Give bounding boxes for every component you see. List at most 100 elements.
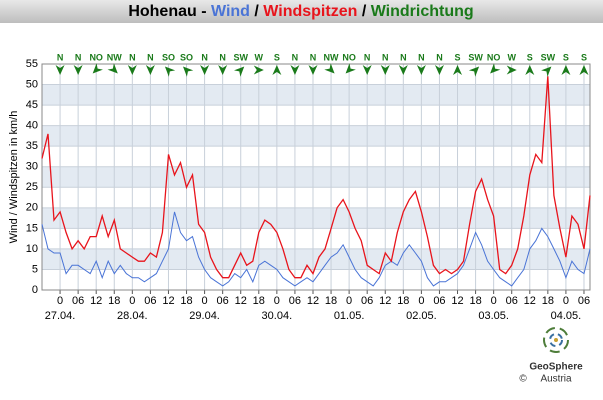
wind-direction-arrow	[398, 65, 408, 75]
x-tick-label: 06	[72, 295, 84, 307]
wind-direction-label: W	[507, 52, 516, 62]
y-tick-label: 25	[26, 181, 38, 193]
wind-direction-arrow	[506, 65, 517, 75]
logo: GeoSphere Austria ©	[519, 327, 583, 385]
logo-name: GeoSphere	[529, 362, 583, 373]
wind-direction-arrow	[290, 65, 300, 75]
x-tick-label: 0	[129, 295, 135, 307]
x-date-label: 28.04.	[117, 310, 148, 322]
wind-direction-arrow	[55, 65, 65, 75]
wind-direction-arrow	[182, 66, 194, 77]
x-tick-label: 18	[108, 295, 120, 307]
x-tick-label: 18	[253, 295, 265, 307]
x-tick-label: 0	[274, 295, 280, 307]
wind-direction-label: NO	[487, 52, 501, 62]
x-tick-label: 12	[451, 295, 463, 307]
x-tick-label: 0	[202, 295, 208, 307]
x-tick-label: 06	[144, 295, 156, 307]
wind-direction-arrow	[362, 65, 372, 75]
wind-direction-arrow	[73, 65, 83, 75]
wind-direction-arrow	[541, 66, 552, 77]
x-tick-label: 0	[491, 295, 497, 307]
wind-direction-label: W	[255, 52, 264, 62]
grid-band	[42, 207, 590, 229]
x-tick-label: 06	[289, 295, 301, 307]
x-tick-label: 12	[524, 295, 536, 307]
x-tick-label: 18	[180, 295, 192, 307]
wind-direction-label: S	[274, 52, 280, 62]
x-tick-label: 12	[162, 295, 174, 307]
x-tick-label: 18	[542, 295, 554, 307]
wind-direction-arrow	[218, 65, 228, 75]
wind-direction-label: SO	[162, 52, 175, 62]
wind-direction-arrow	[308, 65, 318, 75]
plot: 0 5 10 15 20 25 30 35 40 45 50 55 0 06 12 18 0 06 12 18 0 06 1…	[26, 52, 591, 322]
grid-band	[42, 269, 590, 290]
x-date-label: 30.04.	[262, 310, 293, 322]
y-tick-label: 15	[26, 222, 38, 234]
y-tick-label: 30	[26, 161, 38, 173]
wind-direction-arrow	[434, 65, 444, 75]
x-tick-label: 06	[361, 295, 373, 307]
copyright: ©	[519, 374, 527, 385]
title-text: Hohenau	[128, 3, 196, 20]
wind-direction-label: N	[436, 52, 443, 62]
wind-direction-label: N	[382, 52, 389, 62]
title-sep: /	[357, 3, 370, 20]
wind-direction-arrow	[145, 65, 155, 75]
wind-direction-label: N	[57, 52, 64, 62]
legend-entry: Windspitzen	[263, 3, 357, 20]
logo-icon	[549, 333, 563, 347]
wind-direction-label: N	[201, 52, 208, 62]
x-date-label: 04.05.	[551, 310, 582, 322]
x-tick-label: 18	[397, 295, 409, 307]
wind-direction-label: N	[310, 52, 317, 62]
x-tick-label: 0	[418, 295, 424, 307]
plot-border	[41, 63, 591, 291]
x-date-label: 02.05.	[406, 310, 437, 322]
grid-band	[42, 166, 590, 188]
logo-sub: Austria	[540, 374, 572, 385]
wind-direction-arrow	[272, 65, 282, 75]
wind-direction-label: SW	[468, 52, 483, 62]
wind-direction-arrow	[561, 65, 571, 75]
wind-direction-label: S	[455, 52, 461, 62]
wind-direction-label: N	[147, 52, 154, 62]
legend-entry: Wind	[211, 3, 250, 20]
legend-entry: Windrichtung	[371, 3, 474, 20]
x-tick-label: 06	[506, 295, 518, 307]
wind-direction-arrow	[468, 66, 480, 77]
wind-direction-arrow	[324, 63, 335, 74]
wind-direction-arrow	[127, 65, 137, 75]
logo-icon	[543, 327, 569, 353]
wind-direction-label: NW	[107, 52, 122, 62]
wind-direction-arrow	[579, 65, 589, 75]
wind-direction-arrow	[92, 63, 103, 74]
wind-direction-label: N	[400, 52, 407, 62]
grid-band	[42, 248, 590, 270]
x-tick-label: 0	[346, 295, 352, 307]
wind-direction-arrow	[416, 65, 426, 75]
wind-direction-arrow	[200, 65, 210, 75]
x-date-label: 01.05.	[334, 310, 365, 322]
wind-direction-arrow	[164, 66, 176, 77]
wind-direction-arrow	[453, 65, 463, 75]
x-tick-label: 06	[578, 295, 590, 307]
y-tick-label: 45	[26, 99, 38, 111]
x-tick-label: 18	[325, 295, 337, 307]
wind-direction-label: S	[563, 52, 569, 62]
wind-direction-label: N	[219, 52, 226, 62]
grid-band	[42, 146, 590, 167]
x-tick-label: 12	[379, 295, 391, 307]
wind-direction-label: N	[364, 52, 371, 62]
title-bar	[0, 0, 603, 23]
wind-direction-label: N	[292, 52, 299, 62]
y-tick-label: 5	[32, 263, 38, 275]
wind-direction-label: N	[418, 52, 425, 62]
grid-band	[42, 125, 590, 147]
wind-direction-label: N	[75, 52, 82, 62]
wind-direction-arrow	[253, 65, 264, 75]
x-tick-label: 12	[235, 295, 247, 307]
y-tick-label: 40	[26, 120, 38, 132]
